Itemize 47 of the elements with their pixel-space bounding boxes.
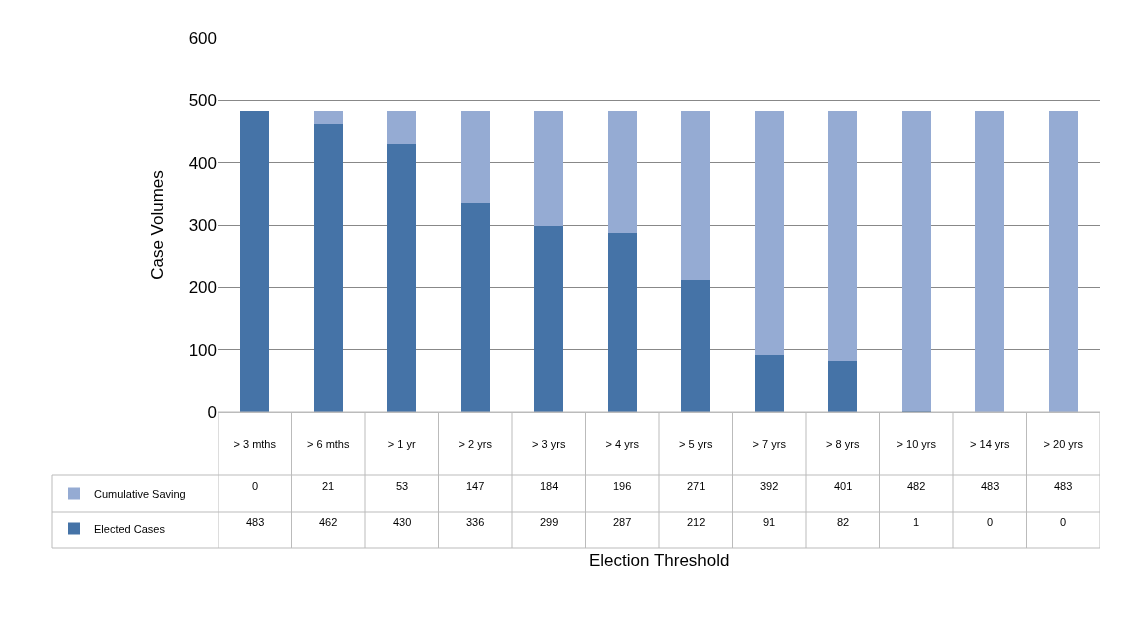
data-label: 299 (540, 516, 559, 528)
x-tick-label: > 4 yrs (605, 438, 640, 451)
data-label: 212 (687, 516, 706, 528)
data-label: 196 (613, 480, 632, 492)
x-tick-label: > 10 yrs (896, 438, 937, 451)
data-label: 271 (687, 480, 706, 492)
y-axis-title: Case Volumes (148, 170, 168, 280)
y-tick-label: 500 (188, 91, 217, 111)
data-label: 53 (396, 480, 409, 492)
x-tick-label: > 5 yrs (679, 438, 713, 451)
x-tick-label: > 2 yrs (458, 438, 493, 451)
y-tick-label: 200 (188, 278, 217, 298)
text: Election Threshold (589, 551, 730, 570)
data-label: 462 (319, 516, 338, 528)
x-tick-label: > 6 mths (307, 438, 350, 451)
y-tick-label: 300 (188, 215, 217, 235)
data-label: 483 (246, 516, 265, 528)
data-label: 336 (466, 516, 485, 528)
y-tick-label: 400 (188, 153, 217, 173)
data-label: 401 (834, 480, 853, 492)
data-label: 483 (1054, 480, 1073, 492)
data-label: 82 (837, 516, 850, 528)
data-label: 0 (252, 480, 259, 492)
data-label: 147 (466, 480, 485, 492)
x-tick-label: > 1 yr (387, 438, 416, 451)
y-tick-label: 0 (207, 402, 217, 422)
x-tick-label: > 20 yrs (1043, 438, 1084, 451)
data-label: 1 (913, 516, 920, 528)
x-tick-label: > 3 mths (233, 438, 277, 451)
legend-label: Elected Cases (94, 522, 166, 535)
x-tick-label: > 8 yrs (826, 438, 860, 451)
x-tick-label: > 14 yrs (970, 438, 1010, 451)
data-label: 392 (760, 480, 779, 492)
x-tick-label: > 7 yrs (752, 438, 787, 451)
data-label: 91 (763, 516, 776, 528)
legend-label: Cumulative Saving (94, 487, 186, 500)
data-label: 184 (540, 480, 559, 492)
data-label: 482 (907, 480, 926, 492)
y-tick-label: 100 (188, 340, 217, 360)
data-label: 483 (981, 480, 1000, 492)
data-label: 0 (1060, 516, 1067, 528)
x-tick-label: > 3 yrs (532, 438, 566, 451)
data-label: 430 (393, 516, 412, 528)
data-label: 0 (987, 516, 994, 528)
data-label: 21 (322, 480, 335, 492)
y-tick-label: 600 (188, 28, 217, 48)
data-label: 287 (613, 516, 632, 528)
